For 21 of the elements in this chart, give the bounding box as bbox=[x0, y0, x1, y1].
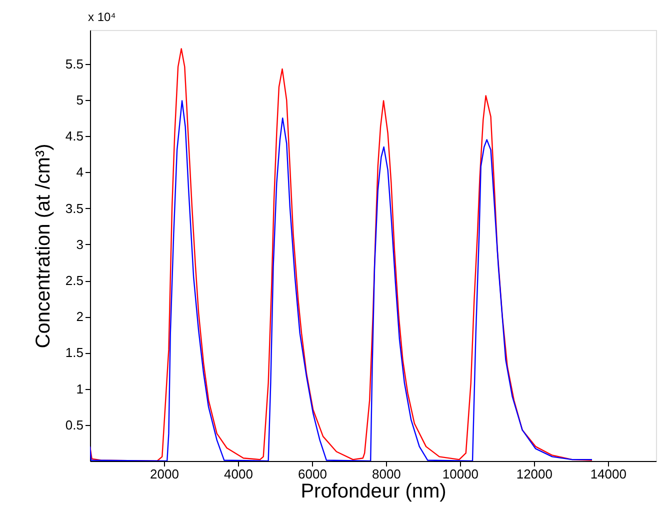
y-axis-title: Concentration (at /cm³) bbox=[32, 144, 54, 348]
x-tick-label: 14000 bbox=[590, 466, 626, 482]
y-tick-label: 3 bbox=[76, 236, 84, 252]
y-tick-label: 3.5 bbox=[65, 200, 84, 216]
x-tick-label: 2000 bbox=[150, 466, 179, 482]
y-tick-label: 5 bbox=[76, 92, 84, 108]
x-tick-label: 4000 bbox=[224, 466, 253, 482]
y-tick-label: 2 bbox=[76, 309, 84, 324]
x-tick-label: 12000 bbox=[516, 466, 552, 482]
x-tick-label: 10000 bbox=[442, 466, 479, 482]
x-axis-title: Profondeur (nm) bbox=[300, 480, 446, 502]
x-tick-label: 8000 bbox=[372, 466, 401, 482]
text: x 10⁴ bbox=[88, 10, 116, 24]
y-tick-label: 4.5 bbox=[65, 128, 84, 144]
x-tick-label: 6000 bbox=[298, 466, 327, 482]
y-tick-label: 2.5 bbox=[65, 273, 84, 288]
y-tick-label: 4 bbox=[76, 164, 84, 180]
y-tick-label: 0.5 bbox=[65, 417, 84, 432]
y-tick-label: 1.5 bbox=[65, 345, 84, 360]
y-tick-label: 5.5 bbox=[65, 56, 84, 72]
y-tick-label: 1 bbox=[76, 381, 84, 396]
